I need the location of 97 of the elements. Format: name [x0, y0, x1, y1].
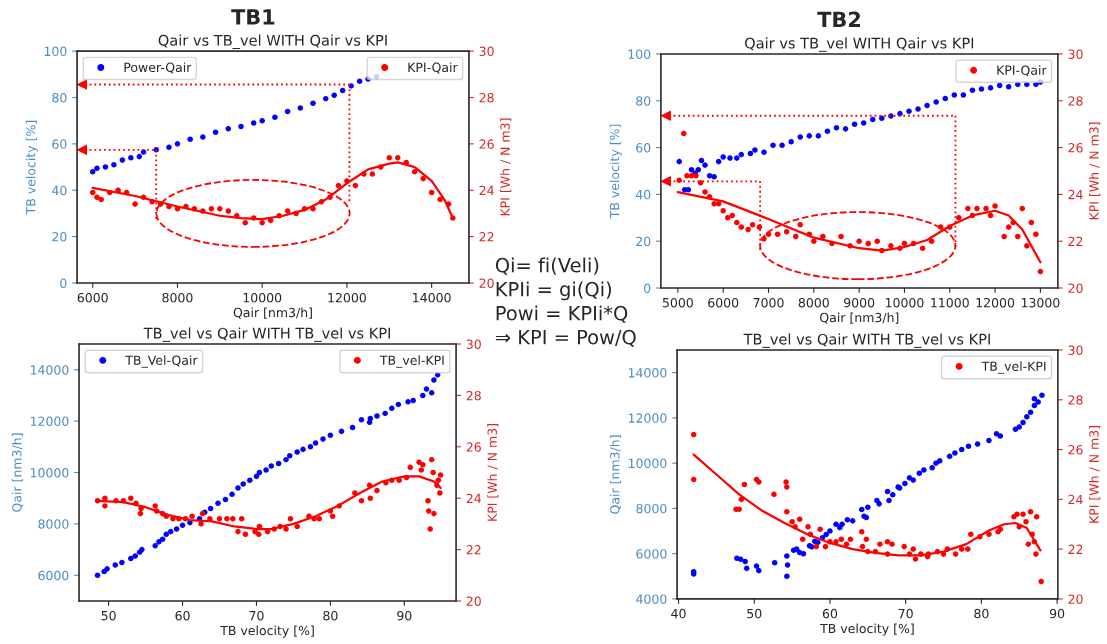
y2-tick-label: 24	[466, 493, 482, 503]
y-tick-label: 8000	[38, 519, 69, 529]
x-tick-label: 90	[1049, 608, 1065, 619]
legend-label: TB_vel-KPI	[379, 355, 444, 368]
y2-tick-label: 28	[1068, 395, 1083, 405]
x-tick-label: 80	[974, 608, 989, 619]
y-tick-label: 80	[636, 96, 651, 106]
chart-title: TB_vel vs Qair WITH TB_vel vs KPI	[743, 333, 990, 348]
chart-title: TB_vel vs Qair WITH TB_vel vs KPI	[143, 327, 390, 342]
y2-axis-title: KPI [Wh / N m3]	[1089, 122, 1101, 220]
y2-tick-label: 30	[1068, 49, 1083, 59]
y2-tick-label: 28	[1068, 96, 1083, 106]
y2-tick-label: 26	[1068, 445, 1083, 455]
x-tick-label: 12000	[976, 297, 1015, 308]
y-tick-label: 14000	[30, 365, 69, 375]
y-tick-label: 20	[636, 236, 651, 247]
x-tick-label: 60	[175, 610, 190, 621]
text: Qi= fi(Veli) KPIi = gi(Qi) Powi = KPIi*Q ⇒ KPI = Pow/Q	[495, 257, 636, 347]
y2-tick-label: 28	[466, 390, 481, 401]
y2-tick-label: 22	[1068, 236, 1083, 246]
y-axis-title: TB velocity [%]	[25, 120, 38, 215]
y2-tick-label: 20	[479, 278, 494, 288]
x-axis-title: TB velocity [%]	[820, 623, 914, 636]
x-tick-label: 60	[822, 608, 838, 619]
x-tick-label: 9000	[844, 297, 875, 308]
y2-tick-label: 30	[479, 46, 494, 57]
x-tick-label: 70	[898, 608, 913, 619]
y2-tick-label: 26	[479, 139, 494, 149]
legend-label: KPI-Qair	[997, 65, 1047, 77]
x-tick-label: 6000	[708, 297, 739, 308]
x-tick-label: 10000	[885, 297, 924, 308]
x-tick-label: 80	[323, 610, 338, 621]
y-tick-label: 0	[644, 283, 651, 293]
text: TB2	[817, 11, 860, 27]
x-tick-label: 8000	[798, 297, 829, 308]
y2-tick-label: 30	[466, 339, 481, 349]
y2-tick-label: 26	[466, 442, 481, 452]
y-axis-title: Qair [nm3/h]	[609, 435, 622, 514]
y-tick-label: 100	[628, 49, 651, 59]
y-axis-title: Qair [nm3/h]	[11, 433, 24, 512]
y-tick-label: 60	[52, 139, 67, 149]
y2-axis-title: KPI [Wh / N m3]	[487, 424, 499, 521]
y2-tick-label: 24	[1068, 494, 1083, 505]
y2-tick-label: 24	[1068, 189, 1083, 200]
text: TB1	[231, 9, 275, 25]
y2-tick-label: 20	[466, 596, 481, 606]
y-tick-label: 100	[44, 46, 67, 57]
x-axis-title: Qair [nm3/h]	[233, 307, 312, 319]
x-tick-label: 6000	[77, 292, 108, 303]
legend-label: KPI-Qair	[408, 62, 458, 74]
y-tick-label: 40	[635, 189, 651, 200]
x-tick-label: 40	[671, 608, 686, 619]
y-tick-label: 0	[60, 278, 67, 288]
y2-axis-title: KPI [Wh / N m3]	[1089, 426, 1101, 523]
x-tick-label: 50	[747, 608, 762, 619]
y-tick-label: 10000	[30, 467, 69, 478]
y2-tick-label: 24	[479, 185, 494, 195]
y-tick-label: 6000	[38, 570, 69, 581]
x-tick-label: 5000	[662, 297, 693, 308]
legend-label: Power-Qair	[124, 62, 192, 74]
x-tick-label: 7000	[753, 297, 784, 308]
y2-tick-label: 20	[1068, 283, 1083, 293]
x-tick-label: 90	[397, 610, 412, 621]
y-tick-label: 12000	[628, 413, 667, 423]
y-tick-label: 40	[52, 185, 67, 196]
y2-tick-label: 20	[1068, 594, 1083, 604]
y-axis-title: TB velocity [%]	[609, 124, 622, 219]
x-tick-label: 10000	[243, 292, 282, 303]
x-tick-label: 70	[249, 610, 264, 621]
x-tick-label: 13000	[1021, 297, 1060, 308]
y2-tick-label: 22	[466, 545, 481, 555]
y-tick-label: 20	[52, 232, 67, 242]
x-axis-title: TB velocity [%]	[220, 625, 314, 638]
x-tick-label: 11000	[931, 297, 969, 308]
y2-tick-label: 22	[1068, 544, 1083, 554]
y-tick-label: 14000	[628, 368, 667, 378]
y-tick-label: 4000	[636, 594, 667, 604]
x-tick-label: 50	[101, 610, 116, 621]
y2-tick-label: 26	[1068, 143, 1083, 153]
y2-tick-label: 28	[479, 92, 494, 103]
y-tick-label: 60	[636, 143, 651, 153]
y-tick-label: 80	[52, 92, 67, 103]
x-tick-label: 8000	[162, 292, 193, 303]
y-tick-label: 6000	[636, 549, 667, 559]
chart-title: Qair vs TB_vel WITH Qair vs KPI	[158, 34, 387, 50]
y2-tick-label: 30	[1068, 345, 1083, 355]
y-tick-label: 10000	[628, 458, 667, 469]
x-tick-label: 12000	[328, 292, 366, 303]
x-axis-title: Qair [nm3/h]	[820, 312, 899, 324]
y2-tick-label: 22	[479, 232, 494, 242]
x-tick-label: 14000	[413, 292, 451, 303]
chart-title: Qair vs TB_vel WITH Qair vs KPI	[745, 37, 974, 52]
y-tick-label: 12000	[30, 416, 69, 427]
y-tick-label: 8000	[636, 503, 667, 514]
legend-label: TB_Vel-Qair	[125, 355, 198, 368]
y2-axis-title: KPI [Wh / N m3]	[500, 118, 512, 216]
legend-label: TB_vel-KPI	[981, 361, 1046, 374]
